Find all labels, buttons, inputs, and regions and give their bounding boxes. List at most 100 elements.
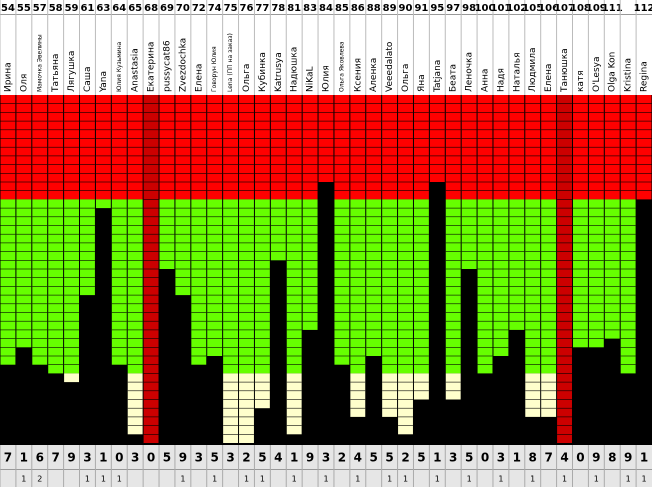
green-cells [270, 199, 286, 261]
yellow-cells [382, 373, 398, 417]
score: 9 [624, 451, 632, 465]
column-name: Ольга [401, 64, 411, 92]
mark: 1 [562, 475, 567, 484]
column-number: 89 [383, 3, 397, 14]
column-number: 108 [570, 3, 591, 14]
column-number: 77 [255, 3, 269, 14]
green-cells [95, 199, 111, 209]
column-number: 57 [33, 3, 47, 14]
column-number: 78 [271, 3, 285, 14]
column-number: 85 [335, 3, 349, 14]
score: 5 [258, 451, 266, 465]
column-name: Tatjana [433, 60, 443, 93]
score: 5 [211, 451, 219, 465]
column-name: Yana [99, 71, 109, 93]
score: 1 [513, 451, 521, 465]
column-number: 70 [176, 3, 190, 14]
mark: 1 [323, 475, 328, 484]
column-name: O'Lesya [592, 57, 602, 92]
score: 7 [544, 451, 552, 465]
mark: 1 [530, 475, 535, 484]
column-name: Надюшка [290, 47, 300, 92]
column-number: 106 [538, 3, 559, 14]
column-name: Lena (ПП на заказ) [227, 33, 234, 92]
column-number: 105 [522, 3, 543, 14]
score: 3 [322, 451, 330, 465]
score: 5 [385, 451, 393, 465]
column-number: 97 [446, 3, 460, 14]
score: 2 [338, 451, 346, 465]
yellow-cells [445, 373, 461, 400]
score: 9 [592, 451, 600, 465]
score: 1 [290, 451, 298, 465]
column-number: 74 [208, 3, 222, 14]
column-number: 64 [112, 3, 126, 14]
yellow-cells [541, 373, 557, 417]
green-cells [572, 199, 588, 348]
mark: 1 [180, 475, 185, 484]
column-name: Беата [449, 64, 459, 92]
mark: 1 [403, 475, 408, 484]
green-cells [175, 199, 191, 296]
mark: 1 [467, 475, 472, 484]
column-number: 101 [490, 3, 511, 14]
mark: 1 [626, 475, 631, 484]
column-number: 61 [81, 3, 95, 14]
column-number: 75 [224, 3, 238, 14]
score: 5 [370, 451, 378, 465]
yellow-cells [127, 373, 143, 435]
column-name: pussycat86 [162, 40, 172, 92]
score: 6 [36, 451, 44, 465]
footer-background [0, 445, 652, 487]
column-number: 68 [144, 3, 158, 14]
green-cells [111, 199, 127, 365]
green-cells [32, 199, 48, 365]
green-cells [0, 199, 16, 365]
score: 1 [99, 451, 107, 465]
mark: 1 [594, 475, 599, 484]
yellow-cells [413, 373, 429, 400]
mark: 2 [37, 475, 42, 484]
score: 2 [242, 451, 250, 465]
mark: 1 [117, 475, 122, 484]
column-name: катя [576, 70, 586, 92]
yellow-cells [286, 373, 302, 435]
mark: 1 [260, 475, 265, 484]
column-name: Katrusya [274, 52, 284, 92]
column-number: 98 [462, 3, 476, 14]
column-number: 72 [192, 3, 206, 14]
score: 9 [67, 451, 75, 465]
column-name: Ксения [353, 58, 363, 92]
score: 0 [115, 451, 123, 465]
column-name: Наталья [512, 52, 522, 92]
score: 1 [433, 451, 441, 465]
column-name: Танюшка [560, 48, 570, 93]
column-name: Елена [544, 64, 554, 92]
column-number: 112 [634, 3, 652, 14]
column-number: 63 [96, 3, 110, 14]
column-number: 90 [399, 3, 413, 14]
column-name: Anastasia [131, 48, 141, 92]
green-cells [80, 199, 95, 296]
column-number: 58 [49, 3, 63, 14]
score: 2 [401, 451, 409, 465]
score: 9 [179, 451, 187, 465]
score: 3 [497, 451, 505, 465]
yellow-cells [350, 373, 366, 417]
mark: 1 [292, 475, 297, 484]
column-number: 95 [430, 3, 444, 14]
column-number: 83 [303, 3, 317, 14]
green-cells [16, 199, 32, 348]
column-name: Kristina [624, 58, 634, 92]
score: 5 [163, 451, 171, 465]
column-name: Veeedalato [385, 41, 395, 92]
column-name: Екатерина [147, 42, 157, 92]
yellow-cells [64, 373, 80, 383]
score: 4 [274, 451, 282, 465]
column-number: 65 [128, 3, 142, 14]
mark: 1 [355, 475, 360, 484]
score: 3 [195, 451, 203, 465]
column-number: 107 [554, 3, 575, 14]
green-cells [302, 199, 318, 330]
